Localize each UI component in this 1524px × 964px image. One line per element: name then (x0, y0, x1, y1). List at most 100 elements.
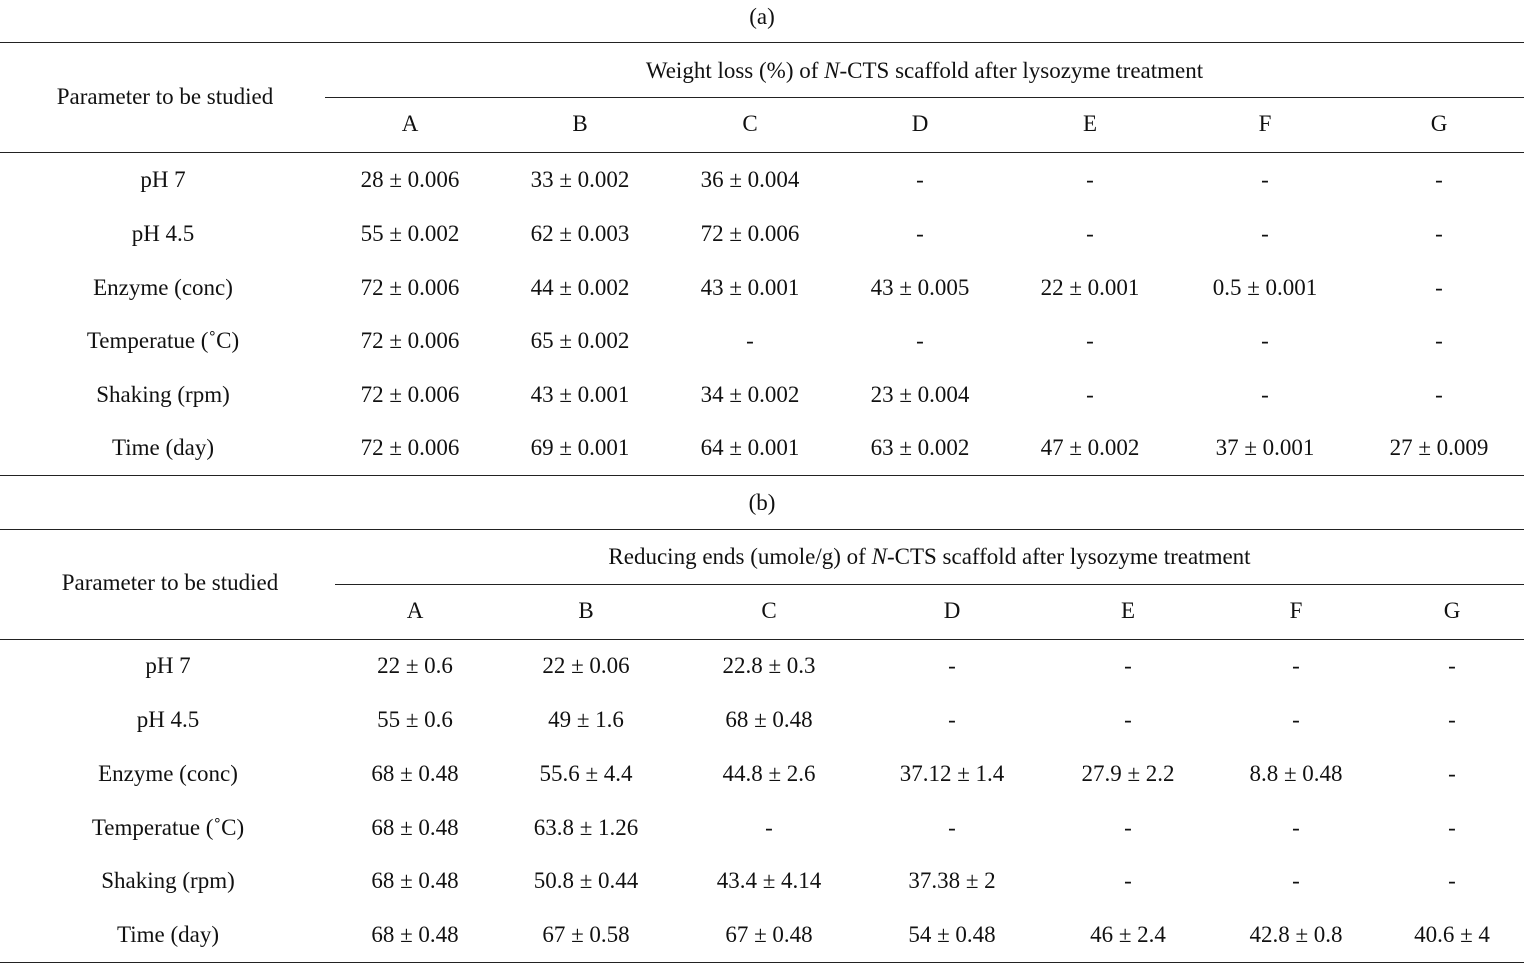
table-cell: - (1292, 868, 1300, 893)
table-cell: - (1124, 815, 1132, 840)
row-label: Enzyme (conc) (98, 761, 238, 786)
table-cell: 0.5 ± 0.001 (1212, 275, 1318, 300)
table-cell: - (916, 221, 924, 246)
table-a-col-header: E (1082, 111, 1098, 136)
table-b-group-header: Reducing ends (umole/g) of N-CTS scaffol… (608, 544, 1251, 569)
table-cell: 68 ± 0.48 (371, 922, 459, 947)
table-cell: 37.12 ± 1.4 (899, 761, 1005, 786)
table-cell: 37 ± 0.001 (1215, 435, 1315, 460)
table-a-group-rule (325, 97, 1524, 98)
table-cell: 63 ± 0.002 (870, 435, 970, 460)
table-cell: 22 ± 0.06 (542, 653, 630, 678)
row-label: pH 4.5 (131, 221, 195, 246)
table-cell: 55.6 ± 4.4 (539, 761, 633, 786)
table-a-col-header: C (742, 111, 758, 136)
table-b-col-header: G (1443, 598, 1461, 623)
table-cell: 27.9 ± 2.2 (1081, 761, 1175, 786)
table-cell: - (948, 653, 956, 678)
table-cell: 64 ± 0.001 (700, 435, 800, 460)
table-a-group-header: Weight loss (%) of N-CTS scaffold after … (645, 58, 1204, 83)
table-cell: 43 ± 0.005 (870, 275, 970, 300)
row-label: Temperatue (˚C) (91, 815, 245, 840)
table-b-bottom-rule (0, 962, 1524, 963)
table-cell: 46 ± 2.4 (1090, 922, 1166, 947)
table-cell: 44.8 ± 2.6 (722, 761, 816, 786)
table-a-caption: (a) (749, 4, 775, 29)
table-cell: 36 ± 0.004 (700, 167, 800, 192)
table-cell: 40.6 ± 4 (1414, 922, 1490, 947)
table-b-param-header: Parameter to be studied (61, 570, 279, 595)
table-cell: - (1448, 653, 1456, 678)
table-cell: 43.4 ± 4.14 (716, 868, 822, 893)
table-b-col-header: F (1289, 598, 1303, 623)
table-cell: - (1124, 653, 1132, 678)
table-cell: 63.8 ± 1.26 (533, 815, 639, 840)
table-cell: 27 ± 0.009 (1389, 435, 1489, 460)
row-label: pH 7 (145, 653, 191, 678)
table-cell: 72 ± 0.006 (360, 382, 460, 407)
table-cell: 22 ± 0.6 (377, 653, 453, 678)
table-cell: 22.8 ± 0.3 (722, 653, 816, 678)
table-cell: - (1448, 815, 1456, 840)
row-label: pH 4.5 (136, 707, 200, 732)
table-cell: 68 ± 0.48 (371, 761, 459, 786)
table-cell: - (916, 167, 924, 192)
table-cell: 43 ± 0.001 (530, 382, 630, 407)
table-cell: 72 ± 0.006 (360, 275, 460, 300)
table-cell: - (1261, 221, 1269, 246)
table-b-col-header: A (406, 598, 424, 623)
table-cell: - (1435, 221, 1443, 246)
table-cell: 22 ± 0.001 (1040, 275, 1140, 300)
table-b-col-header: B (578, 598, 594, 623)
table-cell: 68 ± 0.48 (725, 707, 813, 732)
table-cell: 55 ± 0.002 (360, 221, 460, 246)
table-cell: 49 ± 1.6 (548, 707, 624, 732)
table-cell: 68 ± 0.48 (371, 868, 459, 893)
table-cell: - (765, 815, 773, 840)
table-cell: 37.38 ± 2 (908, 868, 996, 893)
table-b-col-header: D (943, 598, 961, 623)
table-cell: - (1261, 167, 1269, 192)
row-label: Shaking (rpm) (96, 382, 230, 407)
table-cell: - (1448, 868, 1456, 893)
table-cell: - (1086, 221, 1094, 246)
table-b-header-rule (0, 639, 1524, 640)
table-cell: 68 ± 0.48 (371, 815, 459, 840)
table-b-caption: (b) (748, 490, 776, 515)
table-cell: - (1448, 707, 1456, 732)
table-a-param-header: Parameter to be studied (56, 84, 274, 109)
table-cell: 54 ± 0.48 (908, 922, 996, 947)
table-cell: 72 ± 0.006 (700, 221, 800, 246)
table-cell: 67 ± 0.48 (725, 922, 813, 947)
table-cell: - (1086, 382, 1094, 407)
table-cell: - (1292, 815, 1300, 840)
table-cell: - (948, 815, 956, 840)
table-cell: - (916, 328, 924, 353)
table-cell: - (1261, 382, 1269, 407)
table-cell: 62 ± 0.003 (530, 221, 630, 246)
table-cell: 23 ± 0.004 (870, 382, 970, 407)
row-label: Time (day) (111, 435, 214, 460)
table-cell: - (1124, 707, 1132, 732)
table-b-top-rule (0, 529, 1524, 530)
table-cell: - (1435, 382, 1443, 407)
table-cell: 47 ± 0.002 (1040, 435, 1140, 460)
table-cell: 34 ± 0.002 (700, 382, 800, 407)
table-cell: - (1124, 868, 1132, 893)
table-cell: 43 ± 0.001 (700, 275, 800, 300)
table-cell: 42.8 ± 0.8 (1249, 922, 1343, 947)
table-b-group-rule (335, 584, 1524, 585)
table-cell: 67 ± 0.58 (542, 922, 630, 947)
table-cell: 65 ± 0.002 (530, 328, 630, 353)
table-cell: 44 ± 0.002 (530, 275, 630, 300)
table-cell: - (1086, 167, 1094, 192)
table-cell: - (1261, 328, 1269, 353)
table-cell: 33 ± 0.002 (530, 167, 630, 192)
table-a-header-rule (0, 152, 1524, 153)
table-a-col-header: B (572, 111, 588, 136)
row-label: Time (day) (116, 922, 219, 947)
table-b-col-header: E (1120, 598, 1136, 623)
table-cell: - (1435, 328, 1443, 353)
row-label: pH 7 (140, 167, 186, 192)
